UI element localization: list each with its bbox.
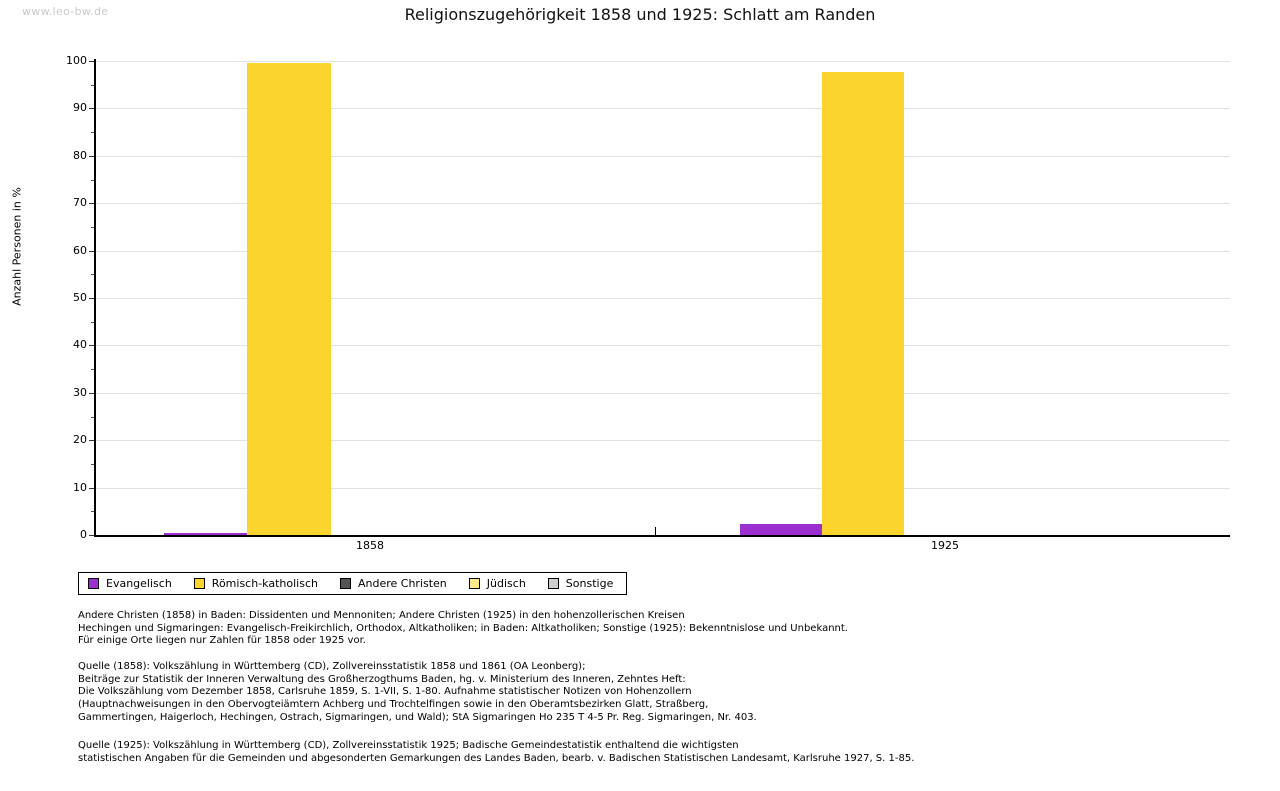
y-tick-major <box>89 487 95 489</box>
gridline <box>95 298 1230 299</box>
footnote-source-1925: Quelle (1925): Volkszählung in Württembe… <box>78 740 914 765</box>
legend-item-sonstige[interactable]: Sonstige <box>547 577 614 590</box>
y-tick-major <box>89 440 95 442</box>
legend-swatch-icon <box>547 578 559 589</box>
gridline <box>95 155 1230 157</box>
legend-swatch-icon <box>88 578 99 589</box>
y-tick-minor <box>91 274 95 276</box>
x-group-label-1858: 1858 <box>356 539 384 552</box>
y-tick-major <box>89 250 95 252</box>
y-tick-minor <box>91 132 95 134</box>
legend-item-j-disch[interactable]: Jüdisch <box>468 577 526 590</box>
footnote-line: Quelle (1858): Volkszählung in Württembe… <box>78 661 586 672</box>
y-tick-major <box>89 108 95 110</box>
y-tick-major <box>89 535 95 536</box>
legend-item-r-misch-katholisch[interactable]: Römisch-katholisch <box>193 577 318 590</box>
x-axis-line <box>95 535 1230 537</box>
gridline <box>95 392 1230 394</box>
gridline <box>95 345 1230 347</box>
legend-swatch-icon <box>339 578 351 589</box>
y-tick-label: 100 <box>66 54 87 67</box>
y-tick-major <box>89 155 95 157</box>
y-tick-label: 90 <box>73 101 87 115</box>
page-title: Religionszugehörigkeit 1858 und 1925: Sc… <box>404 5 876 24</box>
gridline <box>95 487 1230 489</box>
y-tick-minor <box>91 321 95 323</box>
footnote-line: Die Volkszählung vom Dezember 1858, Carl… <box>78 686 692 698</box>
footnote-source-1858: Quelle (1858): Volkszählung in Württembe… <box>78 661 757 725</box>
footnote-line: statistischen Angaben für die Gemeinden … <box>78 752 915 764</box>
gridline <box>95 250 1230 252</box>
y-tick-minor <box>91 179 95 181</box>
legend-item-label: Jüdisch <box>486 577 526 590</box>
y-axis-line <box>94 59 96 537</box>
y-tick-label: 20 <box>73 433 87 447</box>
legend-swatch-icon <box>468 578 480 589</box>
y-tick-label: 80 <box>73 148 87 162</box>
y-tick-minor <box>91 511 95 513</box>
y-tick-label: 60 <box>73 243 87 257</box>
y-tick-label: 70 <box>73 196 87 210</box>
y-tick-major <box>89 345 95 347</box>
y-tick-minor <box>91 369 95 371</box>
site-watermark: www.leo-bw.de <box>22 5 109 18</box>
footnote-line: (Hauptnachweisungen in den Obervogteiämt… <box>78 699 709 711</box>
gridline <box>95 203 1230 205</box>
y-tick-label: 30 <box>73 385 87 399</box>
bar-evangelisch-1858 <box>164 532 247 535</box>
footnote-line: Quelle (1925): Volkszählung in Württembe… <box>78 740 739 751</box>
y-tick-major <box>89 298 95 299</box>
y-tick-major <box>89 392 95 394</box>
y-tick-label: 10 <box>73 480 87 494</box>
y-tick-minor <box>91 84 95 86</box>
y-tick-minor <box>91 463 95 465</box>
gridline <box>95 440 1230 442</box>
footnote-definitions: Andere Christen (1858) in Baden: Disside… <box>78 610 848 648</box>
legend-item-label: Andere Christen <box>357 577 447 590</box>
footnote-line: Hechingen und Sigmaringen: Evangelisch-F… <box>78 622 848 634</box>
x-group-label-1925: 1925 <box>931 539 959 552</box>
legend-swatch-icon <box>193 578 205 589</box>
footnote-line: Beiträge zur Statistik der Inneren Verwa… <box>78 673 686 685</box>
y-tick-major <box>89 61 95 62</box>
y-tick-major <box>89 203 95 205</box>
y-tick-minor <box>91 416 95 418</box>
legend-item-label: Römisch-katholisch <box>211 577 318 590</box>
y-tick-label: 50 <box>73 291 87 304</box>
y-tick-label: 40 <box>73 338 87 352</box>
legend-item-label: Sonstige <box>565 577 614 590</box>
bar-r-misch-katholisch-1858 <box>247 63 331 535</box>
y-tick-label: 0 <box>80 528 87 541</box>
legend-item-evangelisch[interactable]: Evangelisch <box>88 578 172 589</box>
footnote-line: Für einige Orte liegen nur Zahlen für 18… <box>78 635 366 647</box>
y-tick-minor <box>91 226 95 228</box>
legend-item-label: Evangelisch <box>106 577 172 590</box>
footnote-line: Gammertingen, Haigerloch, Hechingen, Ost… <box>78 711 757 723</box>
y-axis-label: Anzahl Personen in % <box>10 187 24 306</box>
gridline <box>95 61 1230 62</box>
chart-legend: Evangelisch Römisch-katholisch Andere Chri… <box>78 572 628 595</box>
bar-evangelisch-1925 <box>740 523 822 535</box>
plot-area: 0 10 20 30 40 50 60 70 80 90 100 <box>66 55 1230 540</box>
gridline <box>95 108 1230 110</box>
footnote-line: Andere Christen (1858) in Baden: Disside… <box>78 610 685 621</box>
bar-r-misch-katholisch-1925 <box>822 72 904 535</box>
x-axis-separator-tick <box>655 527 656 535</box>
legend-item-andere-christen[interactable]: Andere Christen <box>339 577 447 590</box>
